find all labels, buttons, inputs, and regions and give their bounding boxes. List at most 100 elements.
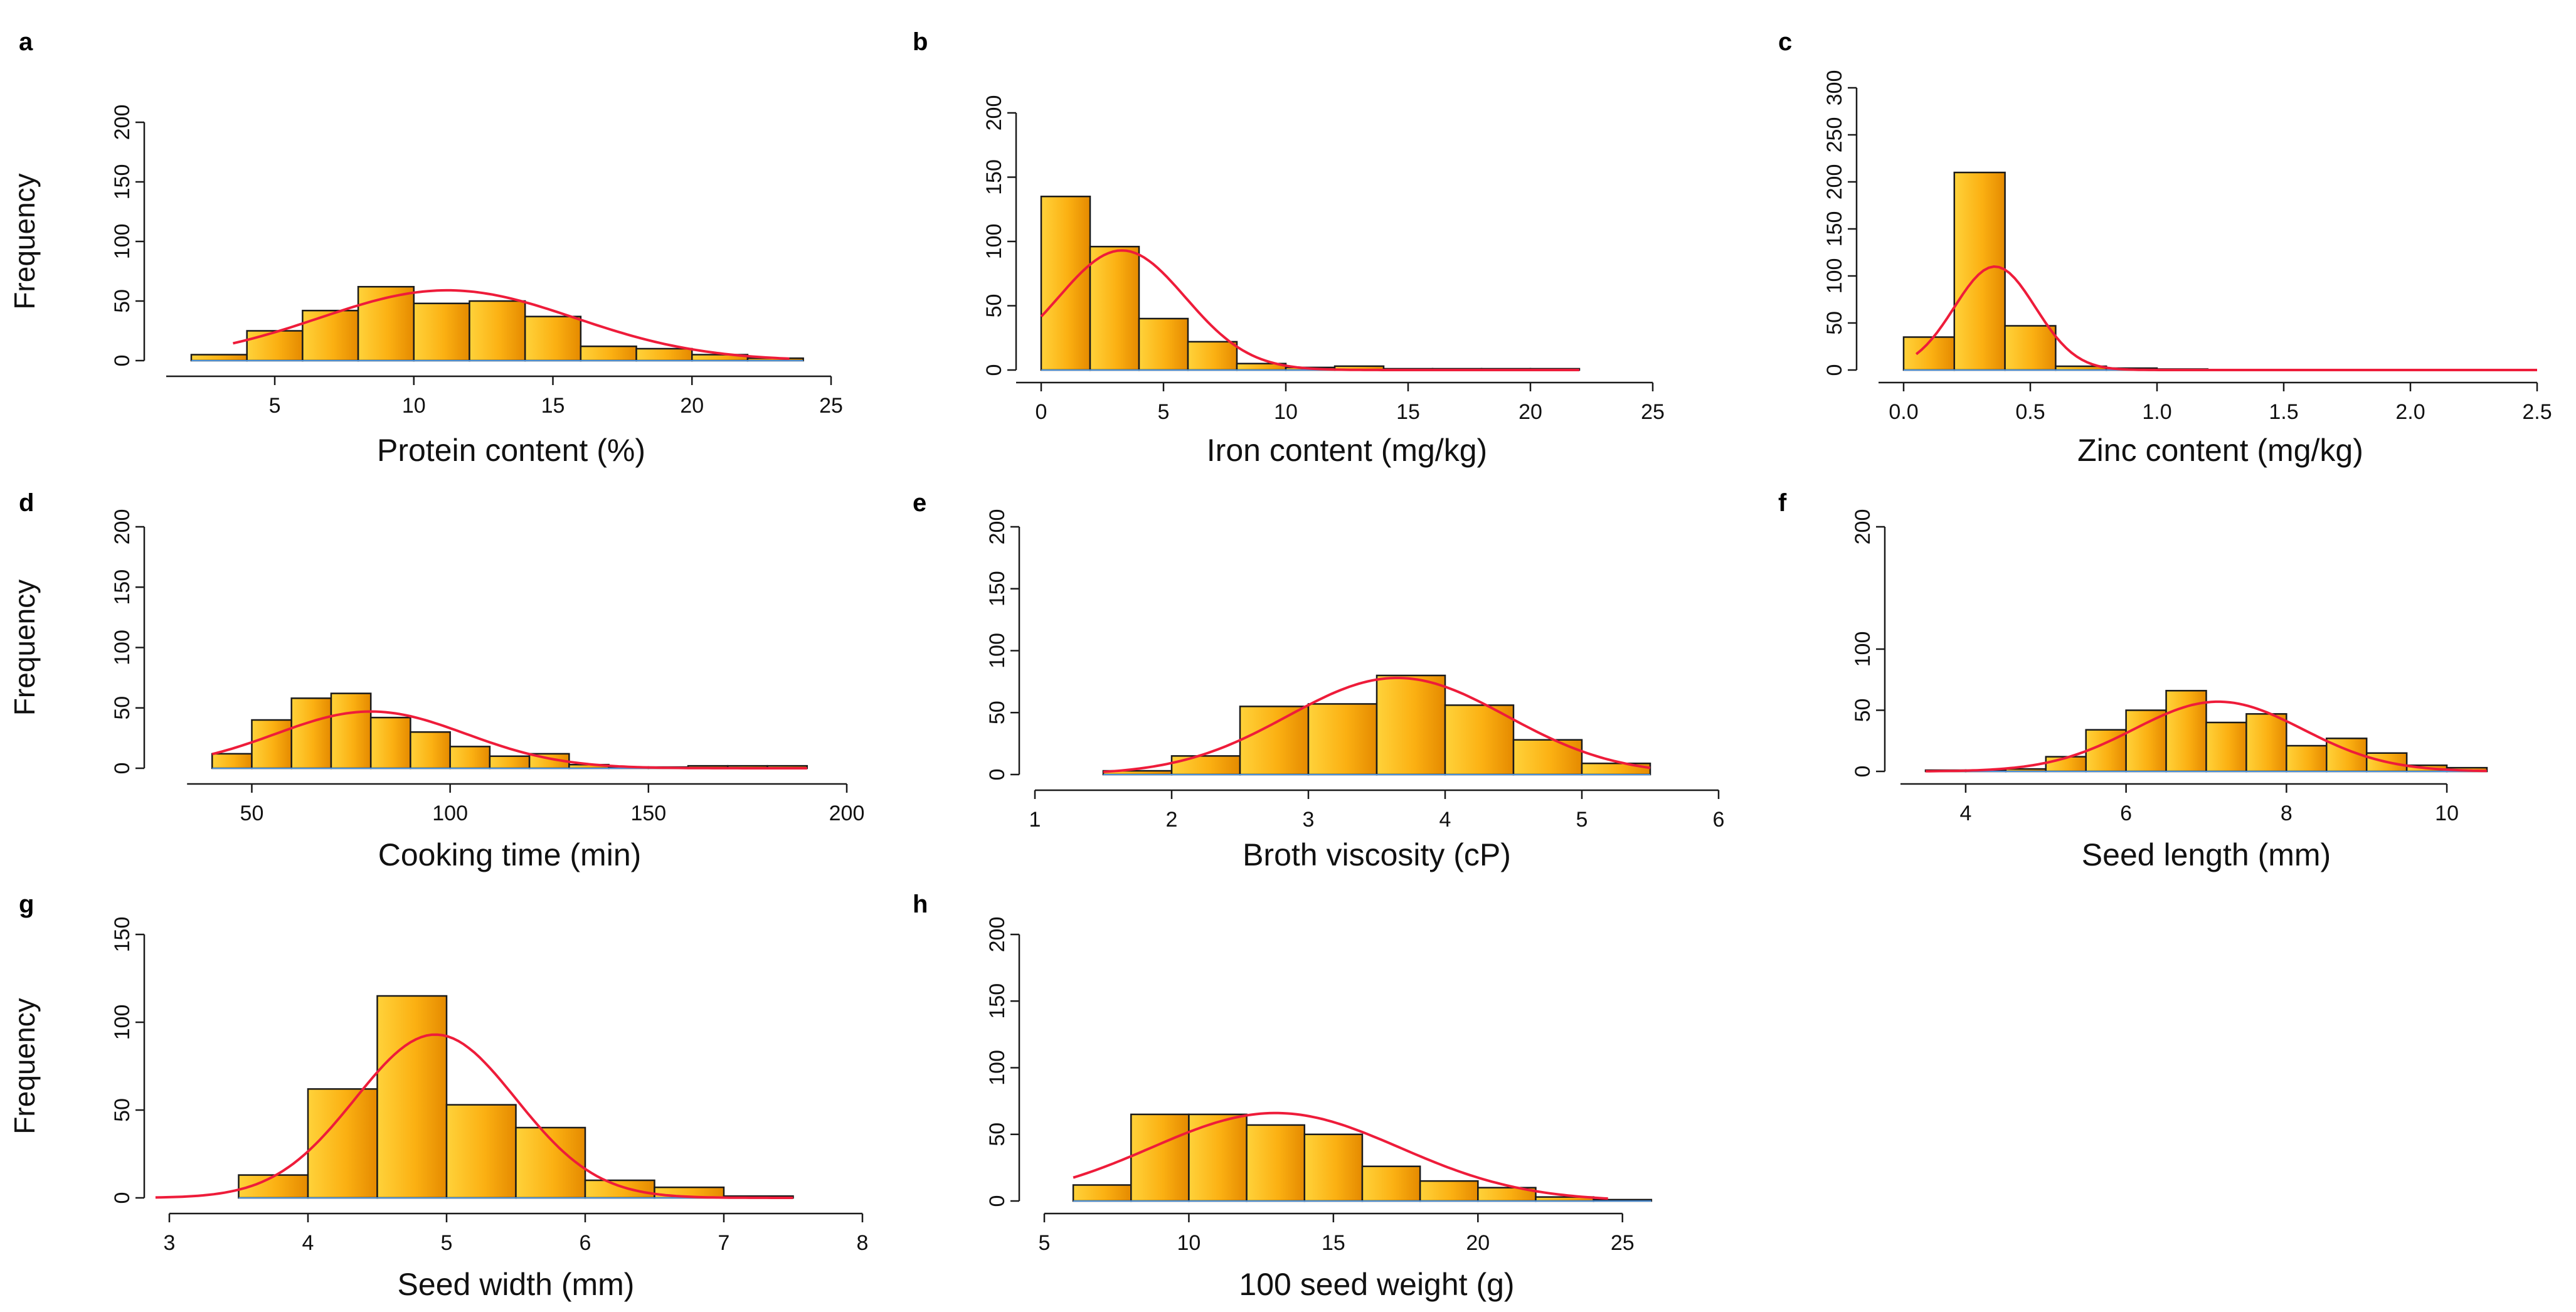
y-tick-label: 150 [110,569,134,605]
histogram-bar [524,315,582,362]
histogram-bar [307,1088,378,1199]
histogram-panel-a: a 0 50 100 150 200 5 10 15 20 25 Protein content (%… [8,28,843,468]
y-tick-label: 0 [110,763,134,775]
x-tick-label: 7 [718,1231,730,1255]
x-tick-label: 100 [432,801,468,825]
y-tick-label: 200 [1851,509,1875,545]
x-tick-label: 4 [302,1231,314,1255]
y-tick-label: 100 [1851,632,1875,667]
x-axis-label: Zinc content (mg/kg) [2077,433,2363,468]
x-tick-label: 1.5 [2269,400,2298,424]
y-tick-label: 200 [985,509,1009,545]
x-axis-label: Iron content (mg/kg) [1207,433,1487,468]
histogram-bar [635,347,693,362]
histogram-bar [2245,713,2287,773]
x-tick-label: 0.0 [1889,400,1918,424]
x-tick-label: 25 [1641,400,1665,424]
histogram-panel-e: e 0 50 100 150 200 1 2 3 4 5 6 Broth viscosity (cP) [913,489,1724,872]
histogram-bar [2286,744,2328,773]
histogram-bar [449,746,491,770]
x-tick-label: 25 [819,394,843,418]
histogram-panel-g: g 0 50 100 150 3 4 5 6 7 8 Seed width (mm) Frequency [8,891,868,1302]
y-tick-label: 100 [110,630,134,665]
x-tick-label: 20 [680,394,704,418]
y-tick-label: 150 [110,917,134,953]
x-tick-label: 5 [1158,400,1170,424]
histogram-bar [410,731,451,770]
y-tick-label: 250 [1823,117,1847,153]
panel-letter: f [1778,489,1787,517]
x-axis-label: Broth viscosity (cP) [1243,837,1511,872]
x-tick-label: 6 [2120,801,2132,825]
y-tick-label: 100 [985,633,1009,669]
density-curve [1915,265,2537,371]
x-tick-label: 1 [1029,808,1041,832]
x-tick-label: 0.5 [2015,400,2045,424]
histogram-bar [580,345,637,362]
y-tick-label: 150 [985,571,1009,606]
y-tick-label: 150 [1823,211,1847,247]
histogram-bar [445,1104,517,1199]
x-tick-label: 2 [1166,808,1178,832]
x-tick-label: 6 [1713,808,1725,832]
histogram-bar [1307,703,1378,776]
y-tick-label: 200 [982,95,1006,131]
x-tick-label: 2.0 [2395,400,2425,424]
y-axis-label: Frequency [8,998,41,1134]
histogram-bar [469,300,526,362]
x-tick-label: 1.0 [2142,400,2171,424]
histogram-bar [330,692,372,770]
x-tick-label: 8 [857,1231,869,1255]
x-tick-label: 150 [630,801,666,825]
histogram-bar [1089,245,1140,371]
histogram-panel-c: c 0 50 100 150 200 250 300 0.0 0.5 1.0 1.5 2.0 2.5 Zin… [1778,28,2552,468]
x-tick-label: 15 [1322,1231,1345,1255]
histogram-bar [2205,721,2247,773]
x-tick-label: 10 [2435,801,2459,825]
histogram-bar [1187,341,1238,371]
x-tick-label: 50 [240,801,264,825]
histogram-bar [1419,1180,1479,1202]
histogram-bar [1953,171,2006,371]
histogram-panel-h: h 0 50 100 150 200 5 10 15 20 25 100 seed weight (g… [913,891,1653,1302]
density-curve [1040,249,1579,371]
x-tick-label: 5 [441,1231,453,1255]
x-axis-label: 100 seed weight (g) [1239,1267,1514,1302]
x-tick-label: 10 [1177,1231,1201,1255]
panel-letter: b [913,28,928,56]
density-curve [211,710,807,770]
x-tick-label: 0 [1036,400,1047,424]
histogram-bar [2004,325,2057,371]
y-tick-label: 300 [1823,70,1847,106]
x-tick-label: 4 [1959,801,1971,825]
x-tick-label: 15 [1396,400,1420,424]
histogram-bar [1170,755,1241,776]
panel-letter: c [1778,28,1792,56]
x-tick-label: 4 [1439,808,1451,832]
y-tick-label: 100 [1823,258,1847,294]
histogram-bar [1512,739,1583,776]
y-tick-label: 0 [110,1192,134,1204]
histogram-bar [1375,674,1446,776]
histogram-bar [1303,1133,1364,1202]
x-axis-label: Protein content (%) [377,433,645,468]
x-tick-label: 5 [269,394,281,418]
y-tick-label: 0 [985,1195,1009,1207]
y-tick-label: 100 [985,1050,1009,1086]
y-tick-label: 0 [110,355,134,367]
x-tick-label: 15 [541,394,565,418]
panel-letter: g [19,891,34,918]
x-tick-label: 200 [829,801,865,825]
y-tick-label: 0 [1851,766,1875,778]
panel-letter: d [19,489,34,517]
histogram-bar [376,995,448,1199]
histogram-bar [1239,706,1310,776]
panel-letter: h [913,891,928,918]
histogram-bar [290,697,332,770]
histogram-panel-f: f 0 50 100 200 4 6 8 10 Seed length (mm) [1778,489,2488,872]
histogram-bar [1444,704,1515,776]
histogram-bar [2125,709,2167,773]
y-tick-label: 0 [1823,364,1847,376]
panel-letter: e [913,489,926,517]
